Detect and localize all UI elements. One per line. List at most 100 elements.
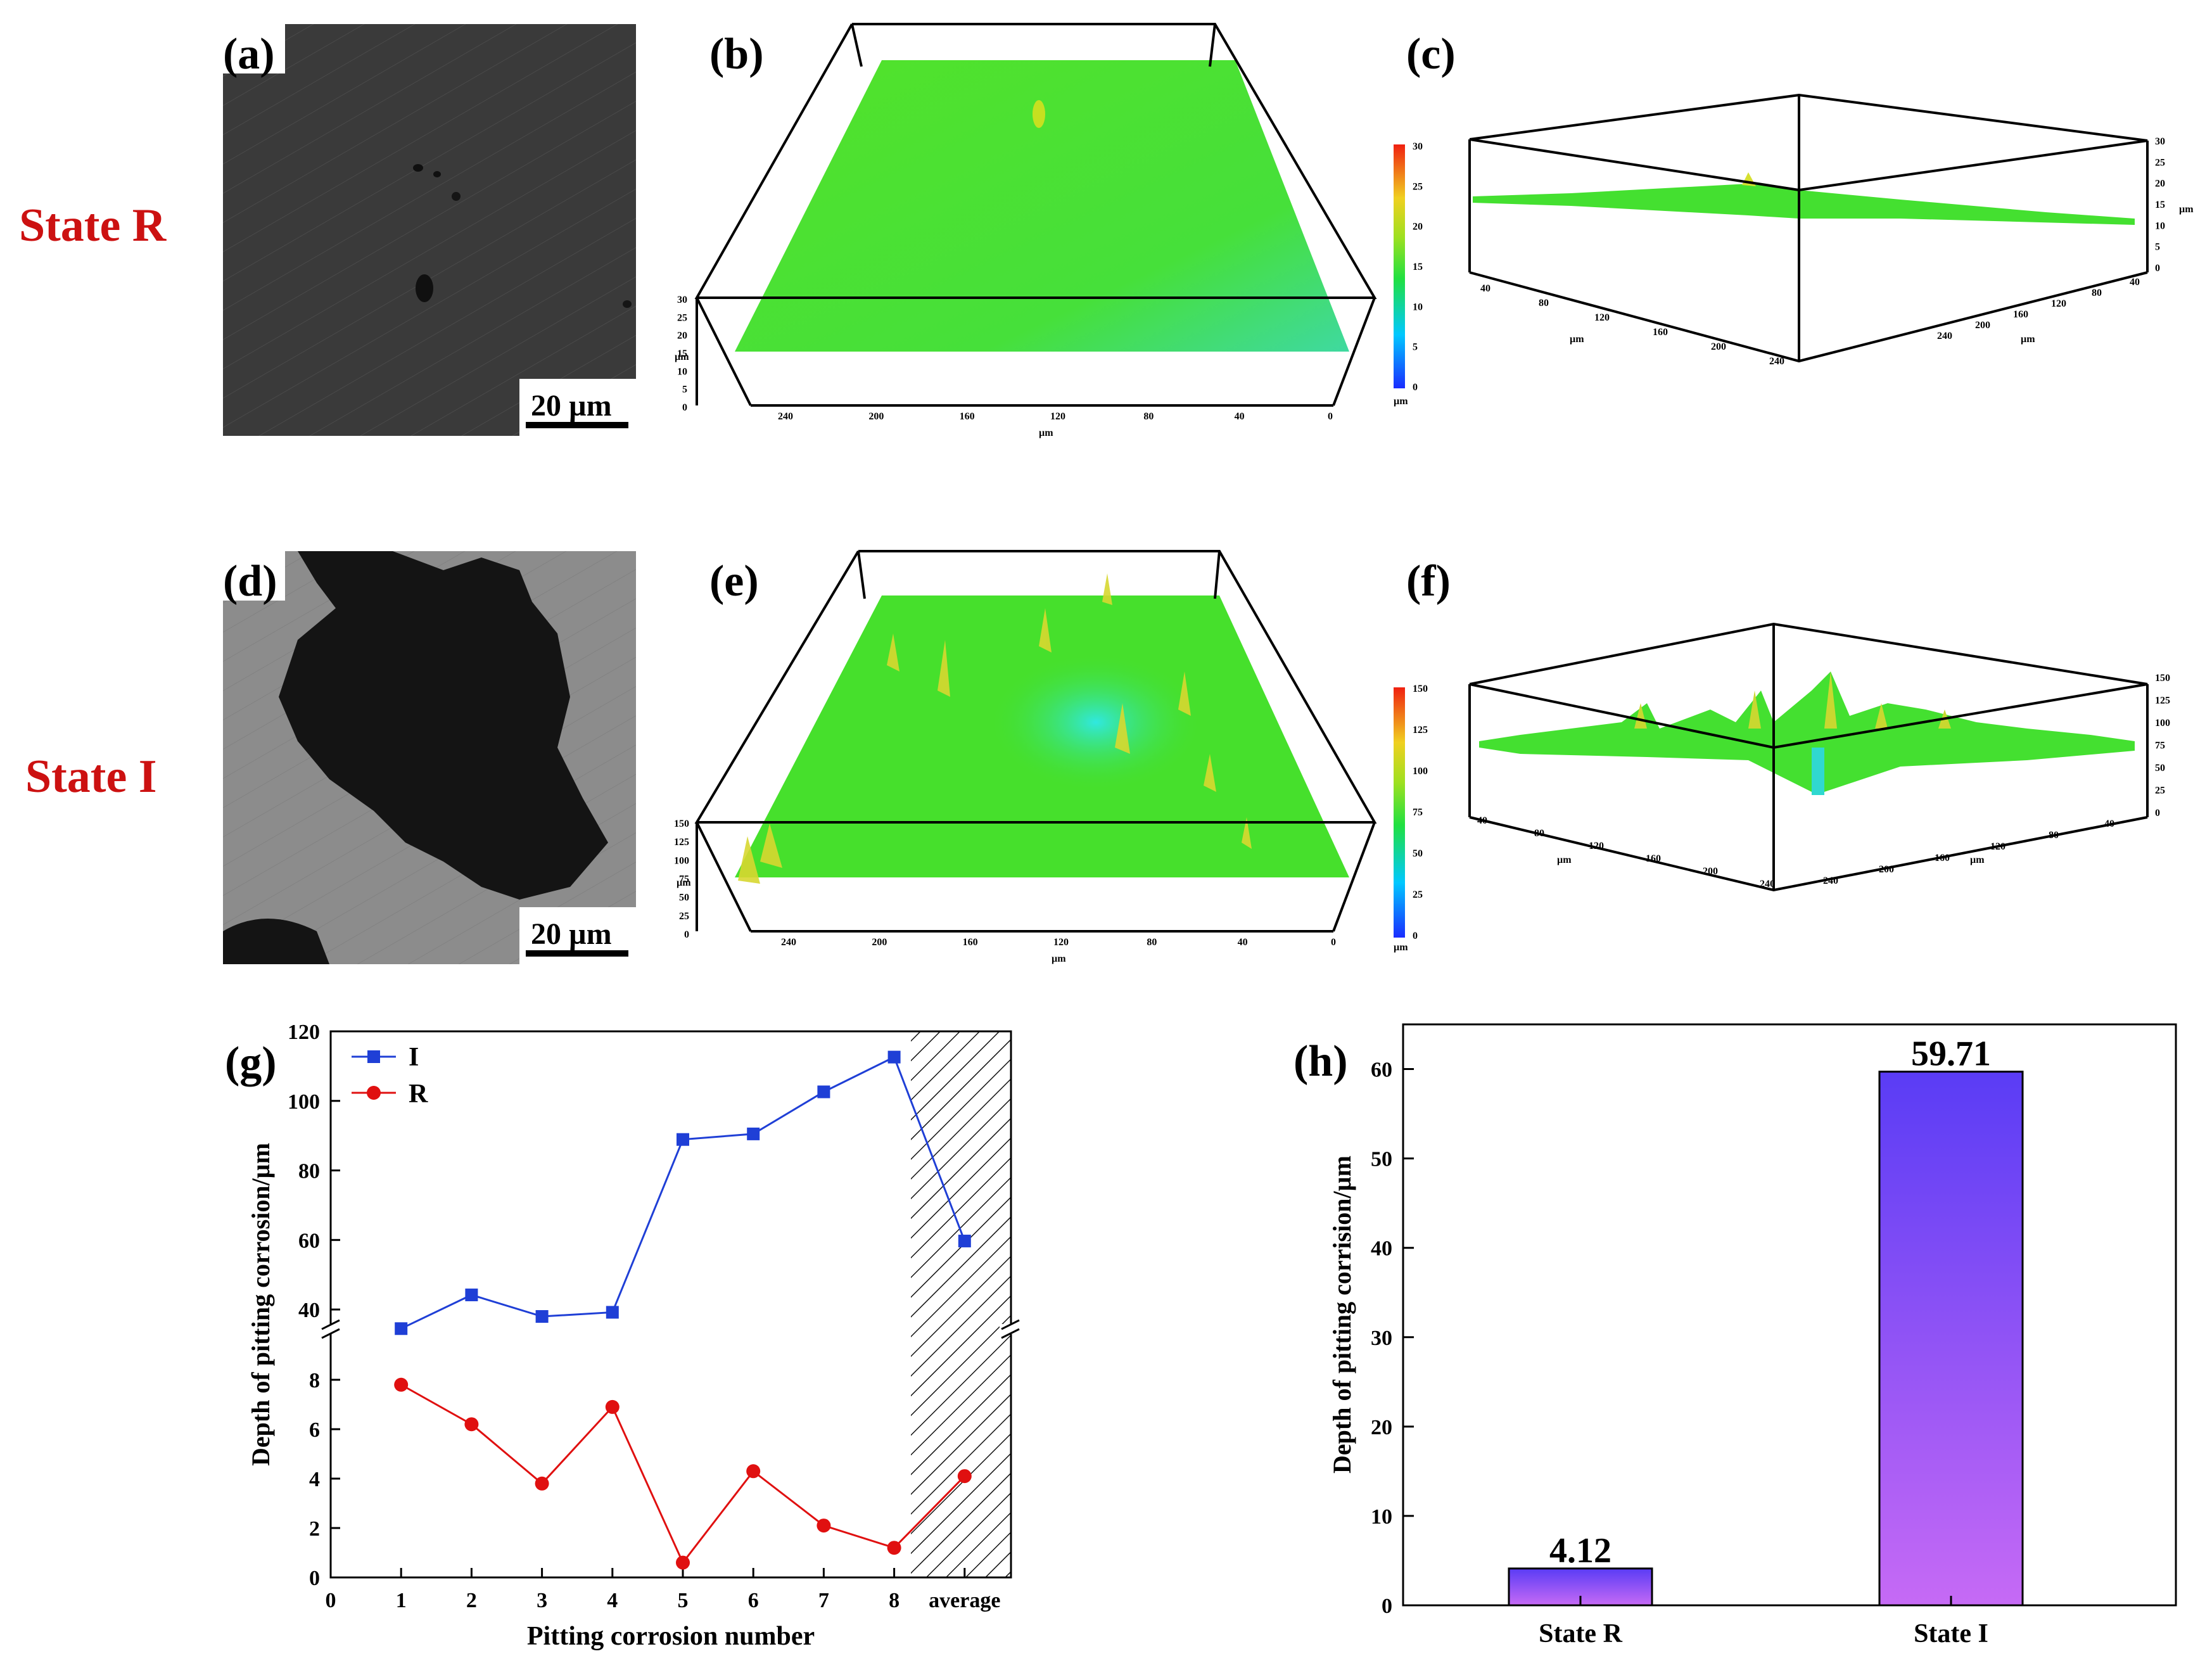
colorbar-tick-label: 50 <box>1413 848 1423 859</box>
x-tick-label: 160 <box>963 937 978 948</box>
data-point-r <box>535 1476 549 1491</box>
data-point-r <box>394 1377 409 1392</box>
x-tick-label: 160 <box>960 411 975 422</box>
x-tick-label: 80 <box>1147 937 1157 948</box>
data-point-r <box>605 1399 620 1414</box>
axis-tick-label: 240 <box>1937 331 1952 341</box>
axis-tick-label: 200 <box>1703 866 1718 877</box>
right-axis-ticks: 240 200 160 120 80 40 <box>1937 277 2140 341</box>
axis-tick-label: 200 <box>1975 320 1990 331</box>
y-tick-label: 20 <box>1371 1416 1392 1439</box>
axis-tick-label: 80 <box>2092 288 2102 298</box>
z-tick-label: 150 <box>674 818 689 829</box>
data-point-r <box>887 1541 901 1555</box>
colorbar-tick-label: 0 <box>1413 931 1418 941</box>
y-tick-label: 4 <box>309 1468 320 1491</box>
z-tick-label: 25 <box>2155 157 2165 168</box>
x-tick-label: 3 <box>537 1589 547 1612</box>
z-tick-label: 125 <box>674 837 689 848</box>
x-tick-label: 120 <box>1053 937 1069 948</box>
z-unit: µm <box>2179 204 2194 215</box>
pit-mark <box>416 274 433 302</box>
data-point-i <box>465 1289 478 1302</box>
legend-marker-i <box>367 1050 380 1063</box>
axis-tick-label: 240 <box>1823 876 1838 886</box>
z-tick-label: 0 <box>2155 263 2160 274</box>
panel-f: (f) 150 125 100 75 50 25 0 40 80 120 160 200 240 24… <box>1406 557 2170 892</box>
series-line-i <box>400 1055 966 1330</box>
z-axis-ticks: 30 25 20 15 10 5 0 <box>677 295 687 413</box>
corrosion-pit-region <box>223 919 329 964</box>
colorbar-unit: µm <box>1394 396 1408 407</box>
z-tick-label: 30 <box>2155 136 2165 147</box>
y-axis-label-g: Depth of pitting corrosion/µm <box>246 1143 275 1466</box>
axis-tick-label: 40 <box>2104 818 2114 829</box>
legend-label-r: R <box>409 1080 428 1109</box>
x-unit: µm <box>1039 428 1053 438</box>
scale-bar-label: 20 µm <box>531 917 612 951</box>
y-tick-label: 30 <box>1371 1327 1392 1350</box>
panel-label-e: (e) <box>709 557 759 606</box>
data-point-r <box>746 1464 761 1479</box>
scale-bar <box>526 422 628 428</box>
y-tick-label: 10 <box>1371 1505 1392 1529</box>
x-axis-ticks: 240 200 160 120 80 40 0 <box>781 937 1336 948</box>
corrosion-pit-region <box>279 551 608 900</box>
y-tick-label: 0 <box>309 1567 320 1590</box>
data-point-i <box>677 1133 689 1146</box>
z-axis-ticks: 150 125 100 75 50 25 0 <box>2155 673 2170 818</box>
panel-label-h: (h) <box>1294 1037 1348 1086</box>
axis-tick-label: 80 <box>1534 828 1544 839</box>
x-tick-label: 200 <box>868 411 884 422</box>
pit-mark <box>433 171 441 177</box>
plot-frame-h <box>1402 1023 2177 1607</box>
x-tick-label: 5 <box>678 1589 689 1612</box>
z-tick-label: 0 <box>684 929 689 940</box>
axis-tick-label: 160 <box>1653 327 1668 338</box>
axis-tick-label: 40 <box>1480 283 1491 294</box>
z-tick-label: 25 <box>677 312 687 323</box>
x-tick-label: 80 <box>1143 411 1154 422</box>
legend-marker-r <box>367 1086 381 1100</box>
z-tick-label: 50 <box>2155 763 2165 774</box>
panel-d: (d) 20 µm <box>223 551 636 964</box>
surface-profile-c <box>1473 184 2135 225</box>
x-tick-label: 0 <box>1331 937 1336 948</box>
y-tick-label: 8 <box>309 1369 320 1392</box>
panel-label-g: (g) <box>225 1038 277 1087</box>
colorbar-tick-label: 25 <box>1413 889 1423 900</box>
bar-value-label: 59.71 <box>1911 1035 1991 1074</box>
data-point-r <box>464 1417 479 1432</box>
z-tick-label: 20 <box>2155 179 2165 189</box>
axis-tick-label: 240 <box>1760 879 1775 889</box>
data-point-i <box>958 1234 971 1247</box>
x-tick-label: State I <box>1914 1619 1988 1648</box>
z-tick-label: 0 <box>2155 808 2160 818</box>
panel-label-a: (a) <box>223 30 275 79</box>
right-axis-ticks: 240 200 160 120 80 40 <box>1823 818 2114 886</box>
axis-tick-label: 40 <box>2130 277 2140 288</box>
y-axis-label-h: Depth of pitting corrision/µm <box>1328 1156 1356 1474</box>
panel-label-c: (c) <box>1406 30 1456 79</box>
colorbar-e <box>1394 687 1405 938</box>
colorbar-tick-label: 5 <box>1413 342 1418 353</box>
colorbar-unit: µm <box>1394 942 1408 953</box>
y-tick-label: 2 <box>309 1517 320 1541</box>
plot-area-g: 0 1 2 3 4 5 6 7 8 average 0 2 4 6 8 40 60 80 100 120 <box>288 1021 1000 1612</box>
axis-tick-label: 80 <box>2049 830 2059 841</box>
x-tick-label: 40 <box>1238 937 1248 948</box>
x-tick-label: 7 <box>818 1589 829 1612</box>
x-unit: µm <box>1052 953 1066 964</box>
y-tick-label: 120 <box>288 1021 320 1044</box>
axis-tick-label: 120 <box>1594 312 1610 323</box>
z-unit: µm <box>675 352 689 362</box>
axis-tick-label: 160 <box>1646 853 1661 864</box>
x-tick-label: 6 <box>748 1589 759 1612</box>
z-tick-label: 10 <box>677 366 687 377</box>
y-tick-label: 60 <box>298 1229 320 1252</box>
z-tick-label: 30 <box>677 295 687 305</box>
data-point-i <box>606 1306 619 1319</box>
z-tick-label: 20 <box>677 331 687 341</box>
